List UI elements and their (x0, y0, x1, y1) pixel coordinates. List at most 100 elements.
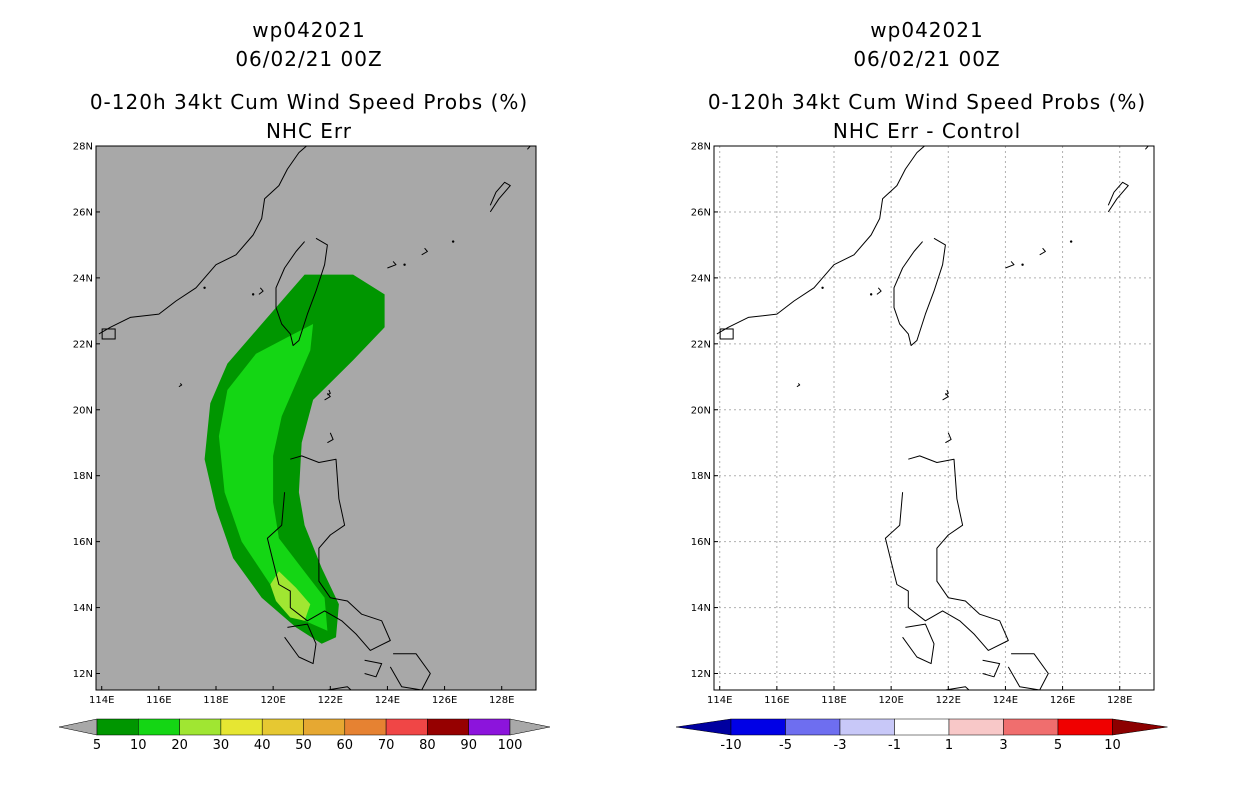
left-xtick-label: 126E (432, 695, 457, 706)
right-xtick-label: 118E (821, 695, 846, 706)
left-colorbar-swatch (385, 718, 428, 736)
left-ytick-label: 12N (73, 669, 93, 680)
right-colorbar-swatch (785, 718, 841, 736)
right-map-frame (713, 145, 1155, 691)
left-colorbar-label: 70 (378, 738, 395, 753)
left-ytick-label: 18N (73, 471, 93, 482)
left-colorbar-swatch (138, 718, 180, 736)
left-coastline-china (98, 146, 308, 335)
right-xtick-label: 126E (1050, 695, 1075, 706)
right-ytick-label: 14N (691, 603, 711, 614)
left-colorbar-swatch (427, 718, 469, 736)
right-colorbar-swatch (730, 718, 786, 736)
left-title-line4: NHC Err (265, 119, 353, 143)
left-colorbar-swatch (303, 718, 346, 736)
left-colorbar-label: 100 (498, 738, 523, 753)
right-coastline-china (716, 146, 926, 335)
left-coastline-samar (389, 653, 431, 690)
left-ytick-label: 16N (73, 537, 93, 548)
right-coastline-amami (1145, 146, 1149, 150)
right-colorbar: -10 -5 -3 -1 1 3 5 10 (675, 718, 1168, 753)
right-colorbar-label: 3 (999, 738, 1007, 753)
left-colorbar-swatch (179, 718, 222, 736)
left-xtick-label: 120E (260, 695, 285, 706)
left-ytick-label: 28N (73, 142, 93, 153)
left-coastline-miyako (421, 247, 428, 256)
right-xtick-label: 122E (936, 695, 961, 706)
left-xtick-label: 114E (89, 695, 114, 706)
right-colorbar-swatch (1057, 718, 1113, 736)
right-coastline-samar (1007, 653, 1049, 690)
right-map-panel: 114E 116E 118E 120E 122E 124E 126E 128E 12N 14N 16… (691, 142, 1155, 706)
left-colorbar-swatch (261, 718, 304, 736)
left-colorbar-swatch (96, 718, 139, 736)
left-island-dot (403, 263, 406, 266)
left-coastline-taiwan (275, 237, 328, 346)
left-island-dot (203, 286, 206, 289)
right-xtick-label: 114E (707, 695, 732, 706)
right-xtick-label: 128E (1107, 695, 1132, 706)
right-coastline-taiwan (893, 237, 946, 346)
left-island-dot (251, 293, 255, 296)
right-ytick-label: 24N (691, 273, 711, 284)
left-coastline-masbate (364, 659, 383, 678)
left-colorbar-label: 90 (460, 738, 477, 753)
left-coastline-babuyan2 (327, 432, 334, 444)
right-coastline-mindoro (902, 623, 935, 665)
left-title-line3: 0-120h 34kt Cum Wind Speed Probs (%) (89, 90, 529, 114)
right-coastline-masbate (982, 659, 1001, 678)
right-ytick-label: 12N (691, 669, 711, 680)
left-colorbar-swatch (468, 718, 511, 736)
right-hongkong-box (719, 328, 734, 340)
left-ytick-label: 26N (73, 207, 93, 218)
right-colorbar-swatch (948, 718, 1004, 736)
left-xtick-label: 128E (489, 695, 514, 706)
left-ytick-label: 14N (73, 603, 93, 614)
right-colorbar-label: -5 (779, 738, 792, 753)
right-colorbar-label: -10 (720, 738, 741, 753)
left-colorbar-label: 40 (254, 738, 271, 753)
left-title-line2: 06/02/21 00Z (235, 47, 383, 71)
left-colorbar-label: 30 (213, 738, 230, 753)
right-coastline-okinawa (1107, 181, 1129, 213)
left-colorbar-swatch (220, 718, 263, 736)
left-colorbar-label: 20 (171, 738, 188, 753)
left-ytick-label: 22N (73, 339, 93, 350)
left-xtick-label: 124E (375, 695, 400, 706)
right-coastline-pratas (796, 383, 801, 388)
left-coastline-luzon (266, 455, 391, 651)
left-colorbar: 5 10 20 30 40 50 60 70 80 90 100 (58, 718, 551, 753)
right-colorbar-label: 5 (1054, 738, 1062, 753)
right-coastline-penghu (876, 287, 882, 295)
right-xtick-label: 124E (993, 695, 1018, 706)
left-coastline-amami (527, 146, 531, 150)
left-coastline-ishigaki (387, 261, 397, 269)
left-coastline-penghu (258, 287, 264, 295)
left-coastline-batan (327, 389, 331, 396)
right-colorbar-high-arrow (1112, 718, 1168, 736)
right-ytick-label: 18N (691, 471, 711, 482)
right-colorbar-label: -3 (834, 738, 847, 753)
left-colorbar-swatch (344, 718, 387, 736)
right-colorbar-swatch (1003, 718, 1059, 736)
right-ytick-label: 28N (691, 142, 711, 153)
right-title-line3: 0-120h 34kt Cum Wind Speed Probs (%) (707, 90, 1147, 114)
right-colorbar-swatch (894, 718, 950, 736)
left-xtick-label: 118E (203, 695, 228, 706)
left-title-line1: wp042021 (252, 18, 366, 42)
left-coastline-pratas (178, 383, 183, 388)
right-colorbar-low-arrow (675, 718, 732, 736)
left-hongkong-box (101, 328, 116, 340)
left-ytick-label: 20N (73, 405, 93, 416)
left-map-panel: 114E 116E 118E 120E 122E 124E 126E 128E 12N 14N 16… (73, 142, 537, 706)
left-colorbar-label: 5 (93, 738, 101, 753)
left-coastline-okinawa (489, 181, 511, 213)
right-title-line2: 06/02/21 00Z (853, 47, 1001, 71)
right-title-line1: wp042021 (870, 18, 984, 42)
right-coastline-batan (945, 389, 949, 396)
left-map-frame (95, 145, 537, 691)
left-colorbar-label: 50 (295, 738, 312, 753)
right-xtick-label: 116E (764, 695, 789, 706)
left-coastline-panay (327, 686, 352, 690)
